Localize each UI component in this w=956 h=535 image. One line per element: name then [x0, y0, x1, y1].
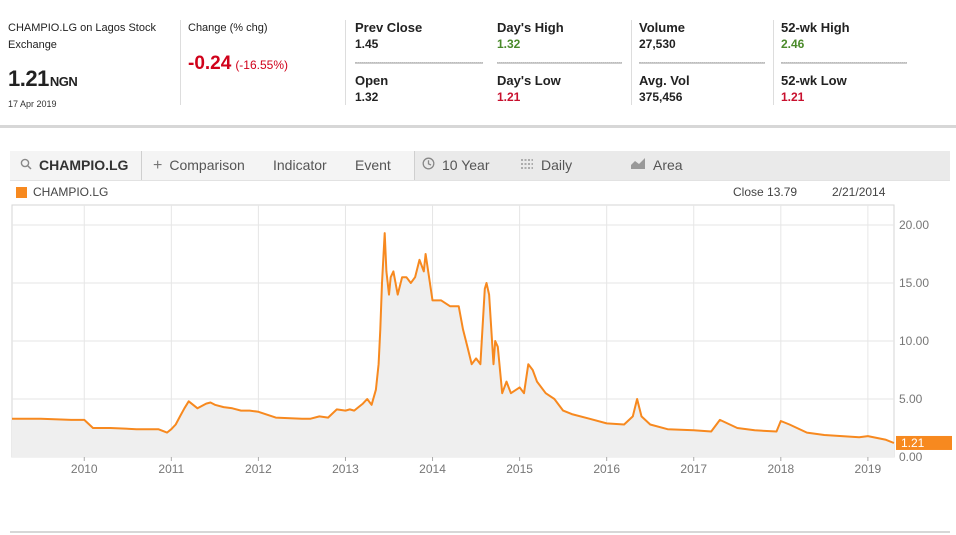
- comparison-label: Comparison: [169, 157, 245, 173]
- last-value-badge: [896, 435, 952, 450]
- stat-avg-vol: Avg. Vol 375,456: [639, 73, 764, 104]
- stat-52wk-low: 52-wk Low 1.21: [781, 73, 906, 104]
- x-tick-label: 2011: [158, 462, 184, 476]
- clock-icon: [422, 151, 435, 180]
- y-tick-label: 15.00: [899, 276, 929, 290]
- area-chart-icon: [630, 151, 646, 180]
- event-label: Event: [355, 157, 391, 173]
- stat-label: Day's High: [497, 20, 564, 35]
- event-button[interactable]: Event: [355, 151, 391, 180]
- divider: [180, 20, 181, 105]
- y-tick-label: 0.00: [899, 450, 923, 464]
- change-value: -0.24 (-16.55%): [188, 53, 288, 75]
- x-tick-label: 2010: [71, 462, 98, 476]
- stat-52wk-high: 52-wk High 2.46: [781, 20, 906, 51]
- stat-value: 1.21: [497, 90, 521, 104]
- stat-day-high: Day's High 1.32: [497, 20, 622, 51]
- x-tick-label: 2017: [680, 462, 707, 476]
- stat-label: Volume: [639, 20, 685, 35]
- chart-type-label: Area: [653, 157, 683, 173]
- stat-label: 52-wk High: [781, 20, 850, 35]
- divider: [355, 62, 483, 64]
- stat-label: Open: [355, 73, 389, 88]
- last-value-label: 1.21: [901, 436, 925, 450]
- stat-open: Open 1.32: [355, 73, 480, 104]
- y-tick-label: 10.00: [899, 334, 929, 348]
- change-percent: (-16.55%): [235, 58, 288, 72]
- symbol-label: CHAMPIO.LG: [39, 157, 129, 173]
- stat-label: 52-wk Low: [781, 73, 847, 88]
- search-icon: [20, 151, 32, 180]
- y-tick-label: 5.00: [899, 392, 923, 406]
- crosshair-date: 2/21/2014: [832, 185, 886, 199]
- stat-value: 1.32: [497, 37, 521, 51]
- symbol-search[interactable]: CHAMPIO.LG: [20, 151, 128, 180]
- range-label: 10 Year: [442, 157, 490, 173]
- chart-toolbar: CHAMPIO.LG + Comparison Indicator Event …: [10, 151, 950, 181]
- change-amount: -0.24: [188, 53, 232, 74]
- comparison-button[interactable]: + Comparison: [153, 151, 245, 180]
- series-area: [12, 233, 894, 457]
- x-tick-label: 2014: [419, 462, 446, 476]
- chart-type-button[interactable]: Area: [630, 151, 683, 180]
- divider: [631, 20, 632, 105]
- x-tick-label: 2013: [332, 462, 359, 476]
- divider: [773, 20, 774, 105]
- stat-value: 1.32: [355, 90, 379, 104]
- divider: [141, 151, 142, 180]
- price-value: 1.21: [8, 66, 49, 91]
- divider: [345, 20, 346, 105]
- y-tick-label: 20.00: [899, 218, 929, 232]
- header-divider: [0, 125, 956, 128]
- quote-date: 17 Apr 2019: [8, 99, 57, 109]
- series-line: [12, 232, 895, 444]
- stat-value: 2.46: [781, 37, 805, 51]
- x-tick-label: 2012: [245, 462, 272, 476]
- divider: [639, 62, 765, 64]
- interval-button[interactable]: Daily: [520, 151, 572, 180]
- quote-header: CHAMPIO.LG on Lagos Stock Exchange 1.21N…: [0, 0, 956, 128]
- chart-legend: CHAMPIO.LG: [16, 185, 108, 199]
- indicator-button[interactable]: Indicator: [273, 151, 327, 180]
- stat-day-low: Day's Low 1.21: [497, 73, 622, 104]
- stat-volume: Volume 27,530: [639, 20, 764, 51]
- price-chart[interactable]: 20.00 15.00 10.00 5.00 0.00 2010 2011 2012 2013 2…: [10, 203, 956, 479]
- quote-title: CHAMPIO.LG on Lagos Stock Exchange: [8, 22, 156, 51]
- interval-icon: [520, 151, 534, 180]
- stat-prev-close: Prev Close 1.45: [355, 20, 480, 51]
- x-tick-label: 2019: [855, 462, 882, 476]
- stat-value: 27,530: [639, 37, 676, 51]
- legend-series-name: CHAMPIO.LG: [33, 185, 109, 199]
- stat-label: Day's Low: [497, 73, 561, 88]
- divider: [414, 151, 415, 180]
- divider: [497, 62, 622, 64]
- currency-label: NGN: [49, 74, 78, 89]
- toolbar-settings-area: [414, 151, 950, 180]
- range-button[interactable]: 10 Year: [422, 151, 490, 180]
- stat-value: 1.21: [781, 90, 805, 104]
- indicator-label: Indicator: [273, 157, 327, 173]
- x-tick-label: 2015: [506, 462, 533, 476]
- stat-label: Avg. Vol: [639, 73, 690, 88]
- change-label: Change (% chg): [188, 22, 268, 34]
- stat-value: 1.45: [355, 37, 379, 51]
- last-price: 1.21NGN: [8, 66, 78, 92]
- plus-icon: +: [153, 157, 163, 174]
- x-tick-label: 2018: [767, 462, 794, 476]
- x-tick-label: 2016: [593, 462, 620, 476]
- crosshair-close: Close 13.79: [733, 185, 798, 199]
- interval-label: Daily: [541, 157, 573, 173]
- legend-swatch: [16, 186, 27, 198]
- divider: [781, 62, 907, 64]
- stat-value: 375,456: [639, 90, 683, 104]
- stat-label: Prev Close: [355, 20, 423, 35]
- footer-divider: [10, 531, 950, 533]
